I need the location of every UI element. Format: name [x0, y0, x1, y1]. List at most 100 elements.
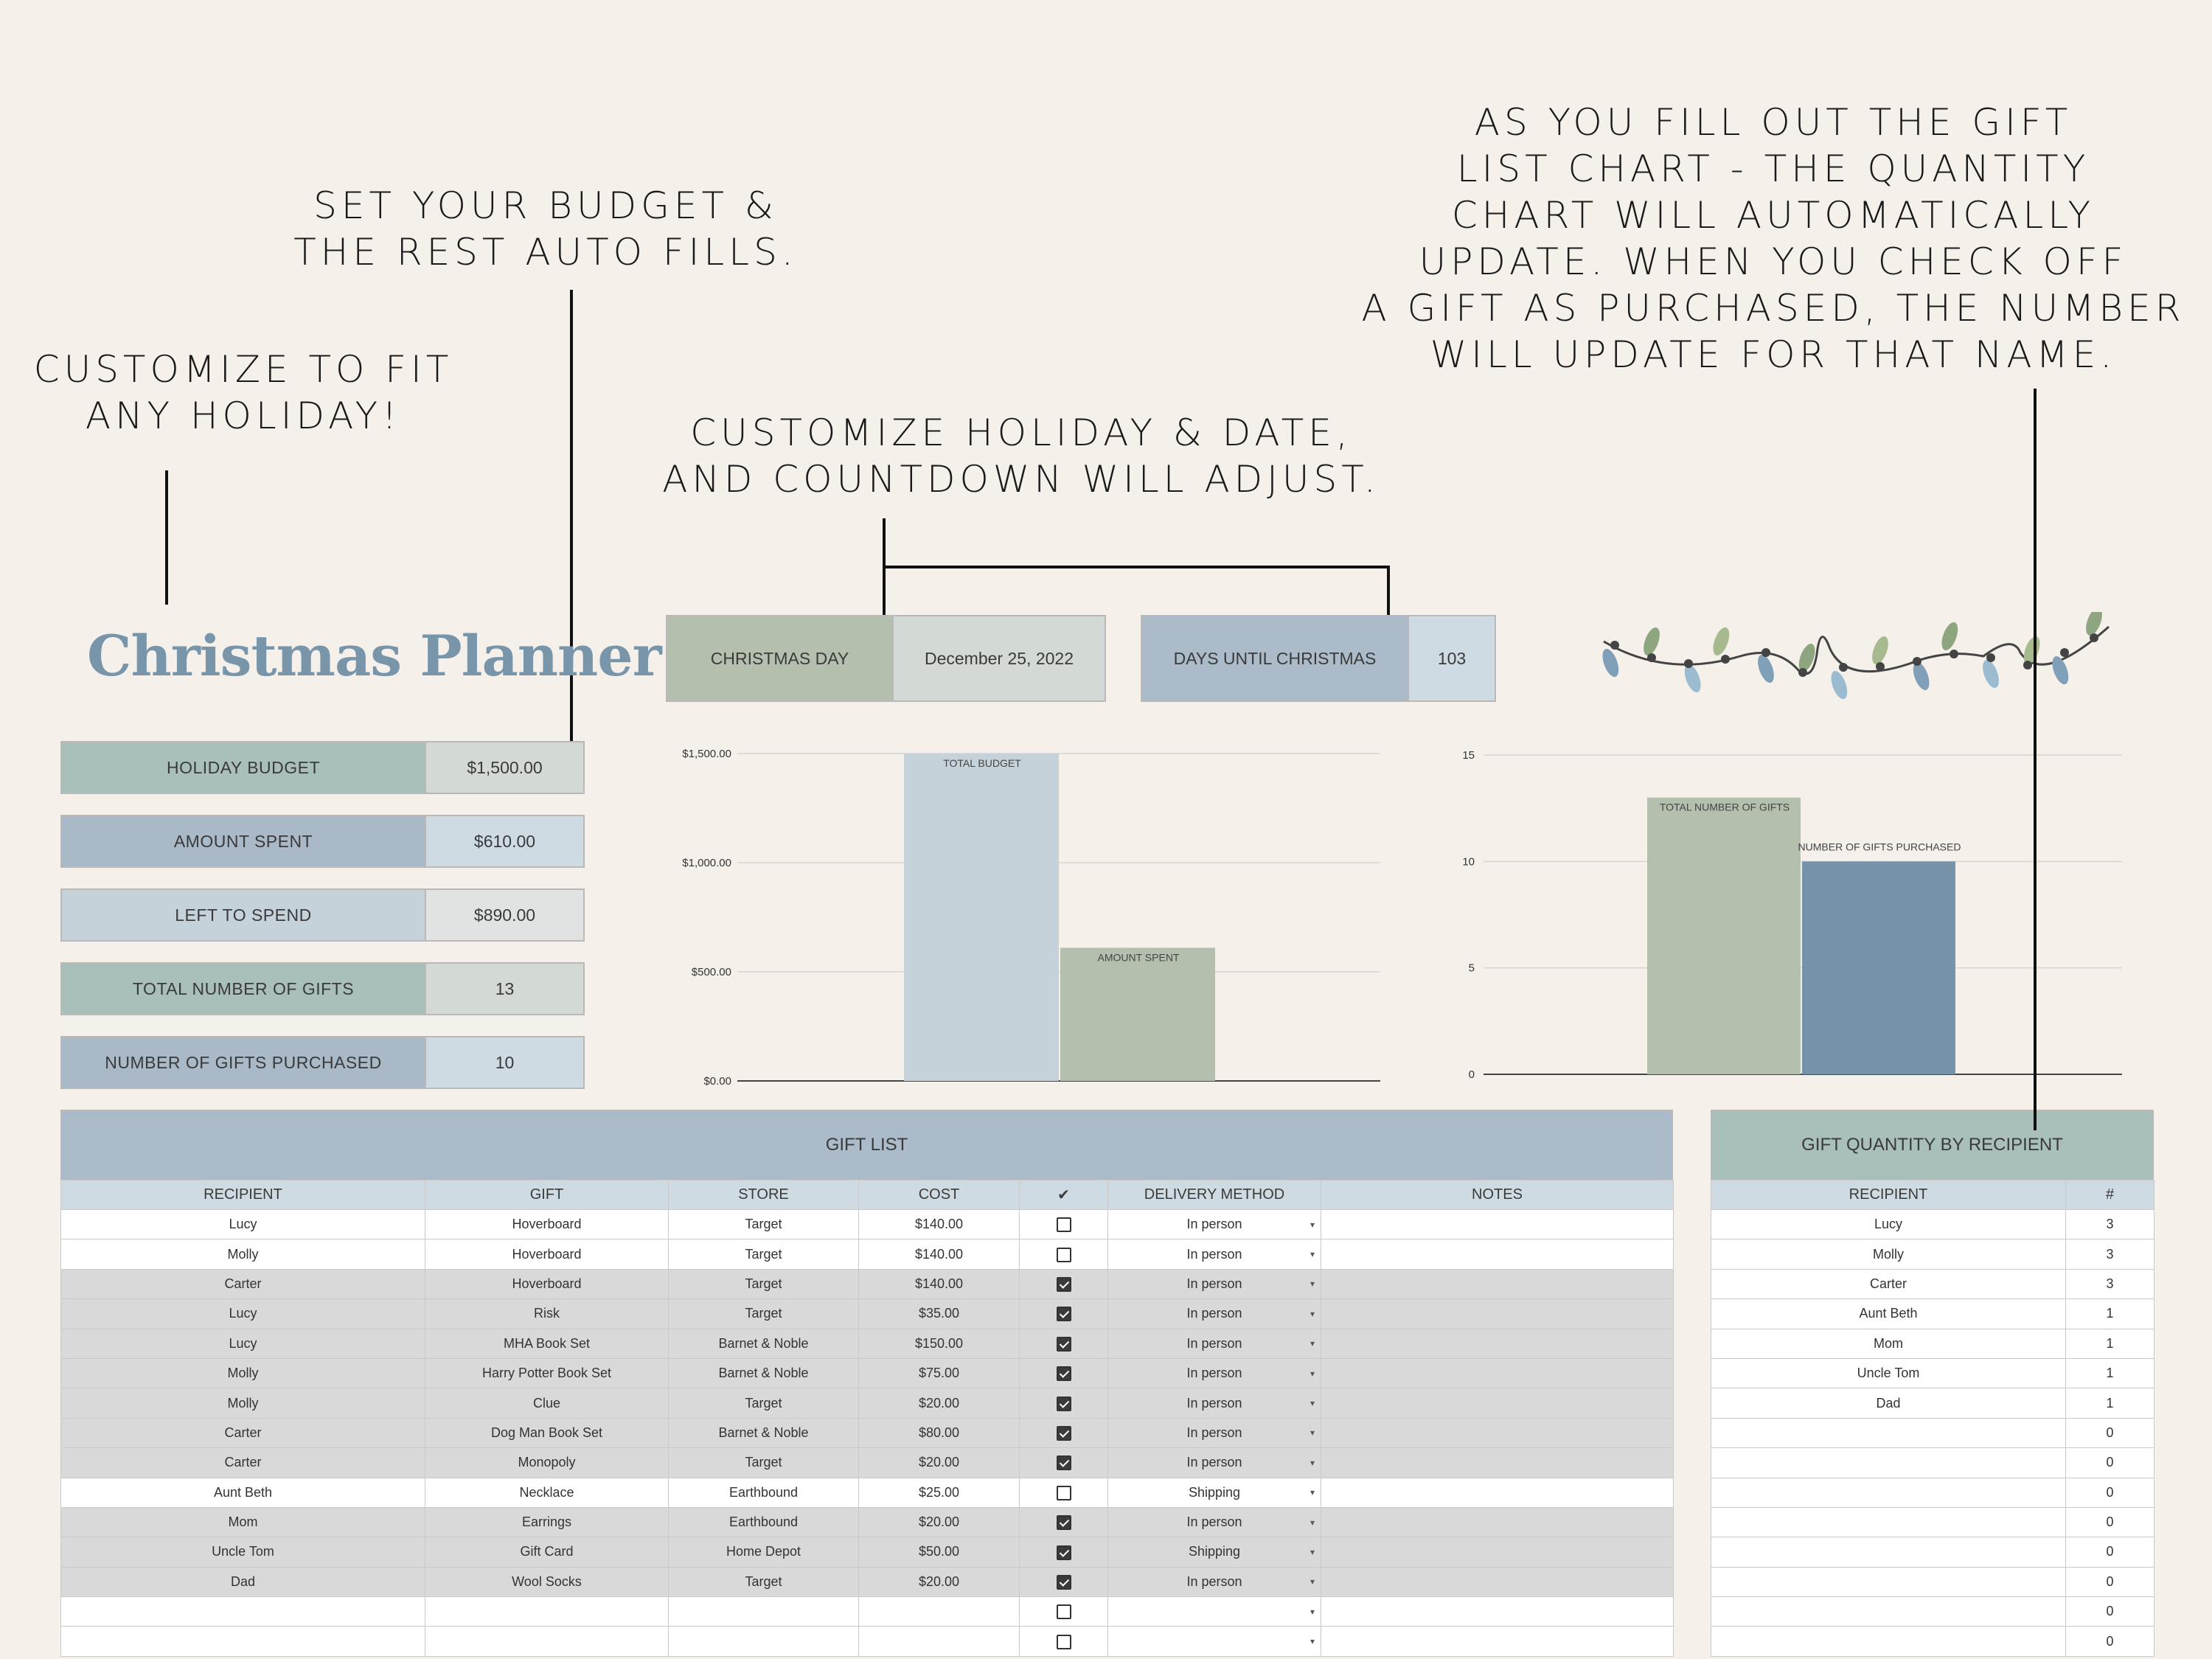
cost-cell[interactable]: $20.00 [858, 1388, 1020, 1419]
store-cell[interactable] [668, 1626, 859, 1657]
notes-cell[interactable] [1321, 1208, 1674, 1240]
checkbox-icon[interactable] [1056, 1396, 1071, 1411]
notes-cell[interactable] [1321, 1626, 1674, 1657]
notes-cell[interactable] [1321, 1506, 1674, 1538]
notes-cell[interactable] [1321, 1298, 1674, 1329]
gift-cell[interactable]: Earrings [425, 1506, 669, 1538]
checkbox-icon[interactable] [1056, 1634, 1071, 1649]
cost-cell[interactable]: $75.00 [858, 1357, 1020, 1389]
notes-cell[interactable] [1321, 1447, 1674, 1478]
recipient-cell[interactable]: Lucy [60, 1328, 425, 1359]
store-cell[interactable]: Target [668, 1208, 859, 1240]
store-cell[interactable]: Target [668, 1239, 859, 1270]
store-cell[interactable]: Home Depot [668, 1537, 859, 1568]
checkbox-icon[interactable] [1056, 1515, 1071, 1531]
recipient-cell[interactable]: Lucy [60, 1298, 425, 1329]
delivery-dropdown[interactable]: Shipping ▾ [1107, 1537, 1321, 1568]
store-cell[interactable]: Barnet & Noble [668, 1357, 859, 1389]
gift-cell[interactable]: Hoverboard [425, 1268, 669, 1300]
store-cell[interactable]: Target [668, 1388, 859, 1419]
recipient-cell[interactable]: Lucy [60, 1208, 425, 1240]
notes-cell[interactable] [1321, 1566, 1674, 1598]
cost-cell[interactable]: $25.00 [858, 1477, 1020, 1508]
gift-cell[interactable]: Clue [425, 1388, 669, 1419]
notes-cell[interactable] [1321, 1596, 1674, 1627]
notes-cell[interactable] [1321, 1239, 1674, 1270]
recipient-cell[interactable]: Molly [60, 1239, 425, 1270]
cost-cell[interactable]: $20.00 [858, 1447, 1020, 1478]
gift-cell[interactable]: Hoverboard [425, 1239, 669, 1270]
recipient-cell[interactable]: Molly [60, 1357, 425, 1389]
delivery-dropdown[interactable]: In person ▾ [1107, 1447, 1321, 1478]
recipient-cell[interactable]: Carter [60, 1417, 425, 1449]
notes-cell[interactable] [1321, 1477, 1674, 1508]
checkbox-icon[interactable] [1056, 1485, 1071, 1500]
checkbox-icon[interactable] [1056, 1455, 1071, 1471]
holiday-date[interactable]: December 25, 2022 [894, 616, 1105, 700]
holiday-label[interactable]: CHRISTMAS DAY [667, 616, 894, 700]
stat-value[interactable]: $1,500.00 [426, 742, 583, 793]
checkbox-icon[interactable] [1056, 1604, 1071, 1620]
gift-cell[interactable]: Necklace [425, 1477, 669, 1508]
recipient-cell[interactable]: Aunt Beth [60, 1477, 425, 1508]
delivery-dropdown[interactable]: ▾ [1107, 1596, 1321, 1627]
cost-cell[interactable]: $50.00 [858, 1537, 1020, 1568]
cost-cell[interactable]: $20.00 [858, 1566, 1020, 1598]
gift-cell[interactable]: Dog Man Book Set [425, 1417, 669, 1449]
checkbox-icon[interactable] [1056, 1277, 1071, 1293]
store-cell[interactable]: Target [668, 1298, 859, 1329]
notes-cell[interactable] [1321, 1268, 1674, 1300]
store-cell[interactable]: Earthbound [668, 1477, 859, 1508]
cost-cell[interactable]: $35.00 [858, 1298, 1020, 1329]
gift-cell[interactable]: Monopoly [425, 1447, 669, 1478]
delivery-dropdown[interactable]: ▾ [1107, 1626, 1321, 1657]
notes-cell[interactable] [1321, 1357, 1674, 1389]
delivery-dropdown[interactable]: In person ▾ [1107, 1298, 1321, 1329]
cost-cell[interactable]: $80.00 [858, 1417, 1020, 1449]
store-cell[interactable]: Target [668, 1566, 859, 1598]
cost-cell[interactable]: $140.00 [858, 1239, 1020, 1270]
checkbox-icon[interactable] [1056, 1336, 1071, 1352]
checkbox-icon[interactable] [1056, 1247, 1071, 1262]
store-cell[interactable]: Target [668, 1268, 859, 1300]
cost-cell[interactable] [858, 1596, 1020, 1627]
notes-cell[interactable] [1321, 1388, 1674, 1419]
recipient-cell[interactable]: Carter [60, 1447, 425, 1478]
stat-value[interactable]: $610.00 [426, 816, 583, 866]
checkbox-icon[interactable] [1056, 1366, 1071, 1382]
delivery-dropdown[interactable]: In person ▾ [1107, 1506, 1321, 1538]
notes-cell[interactable] [1321, 1328, 1674, 1359]
gift-cell[interactable]: MHA Book Set [425, 1328, 669, 1359]
recipient-cell[interactable]: Mom [60, 1506, 425, 1538]
cost-cell[interactable]: $140.00 [858, 1268, 1020, 1300]
delivery-dropdown[interactable]: In person ▾ [1107, 1239, 1321, 1270]
store-cell[interactable]: Target [668, 1447, 859, 1478]
store-cell[interactable]: Earthbound [668, 1506, 859, 1538]
cost-cell[interactable]: $150.00 [858, 1328, 1020, 1359]
gift-cell[interactable]: Hoverboard [425, 1208, 669, 1240]
checkbox-icon[interactable] [1056, 1426, 1071, 1441]
cost-cell[interactable] [858, 1626, 1020, 1657]
notes-cell[interactable] [1321, 1417, 1674, 1449]
delivery-dropdown[interactable]: In person ▾ [1107, 1417, 1321, 1449]
gift-cell[interactable]: Harry Potter Book Set [425, 1357, 669, 1389]
page-title[interactable]: Christmas Planner [87, 623, 662, 689]
notes-cell[interactable] [1321, 1537, 1674, 1568]
recipient-cell[interactable] [60, 1626, 425, 1657]
stat-value[interactable]: 10 [426, 1037, 583, 1088]
cost-cell[interactable]: $20.00 [858, 1506, 1020, 1538]
delivery-dropdown[interactable]: In person ▾ [1107, 1388, 1321, 1419]
gift-cell[interactable]: Risk [425, 1298, 669, 1329]
checkbox-icon[interactable] [1056, 1545, 1071, 1560]
stat-value[interactable]: $890.00 [426, 890, 583, 940]
store-cell[interactable]: Barnet & Noble [668, 1328, 859, 1359]
delivery-dropdown[interactable]: In person ▾ [1107, 1357, 1321, 1389]
gift-cell[interactable]: Gift Card [425, 1537, 669, 1568]
delivery-dropdown[interactable]: In person ▾ [1107, 1328, 1321, 1359]
stat-value[interactable]: 13 [426, 964, 583, 1014]
recipient-cell[interactable]: Molly [60, 1388, 425, 1419]
recipient-cell[interactable] [60, 1596, 425, 1627]
delivery-dropdown[interactable]: Shipping ▾ [1107, 1477, 1321, 1508]
recipient-cell[interactable]: Uncle Tom [60, 1537, 425, 1568]
store-cell[interactable] [668, 1596, 859, 1627]
